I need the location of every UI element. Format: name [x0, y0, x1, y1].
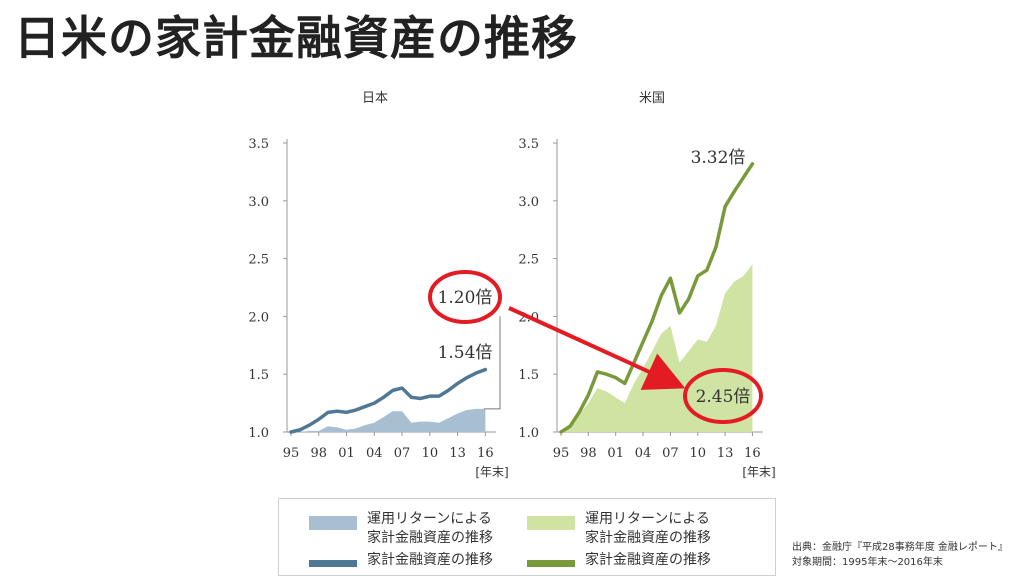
legend: 運用リターンによる 家計金融資産の推移 運用リターンによる 家計金融資産の推移 … — [278, 498, 776, 576]
panel-title: 日本 — [362, 91, 388, 106]
x-tick-label: 98 — [580, 446, 597, 461]
legend-item-jp-area: 運用リターンによる 家計金融資産の推移 — [309, 510, 493, 548]
x-tick-label: 01 — [338, 446, 355, 461]
annotation-us-line: 3.32倍 — [691, 148, 746, 168]
y-tick-label: 3.5 — [248, 137, 269, 152]
y-tick-label: 2.5 — [248, 253, 269, 268]
source-line-2: 対象期間：1995年末～2016年末 — [792, 557, 943, 568]
legend-label: 家計金融資産の推移 — [367, 552, 493, 568]
legend-label: 家計金融資産の推移 — [367, 530, 493, 546]
y-tick-label: 1.0 — [248, 426, 269, 441]
x-unit-label: [年末] — [475, 465, 508, 479]
area-series-us — [561, 264, 753, 432]
y-tick-label: 3.5 — [518, 137, 539, 152]
y-tick-label: 1.5 — [518, 368, 539, 383]
y-tick-label: 3.0 — [248, 195, 269, 210]
legend-swatch-jp-line — [309, 560, 357, 567]
panel-title: 米国 — [639, 91, 665, 106]
x-tick-label: 16 — [744, 446, 761, 461]
x-tick-label: 13 — [717, 446, 734, 461]
x-tick-label: 01 — [607, 446, 624, 461]
annotation-jp-line: 1.54倍 — [438, 343, 493, 363]
y-tick-label: 1.0 — [518, 426, 539, 441]
leader-line — [484, 316, 501, 410]
legend-swatch-us-line — [527, 560, 575, 567]
legend-swatch-jp-area — [309, 516, 357, 530]
highlight-circle-us — [683, 368, 763, 424]
line-series-jp — [289, 367, 488, 434]
source-note: 出典：金融庁『平成28事務年度 金融レポート』 対象期間：1995年末～2016… — [792, 540, 1008, 570]
chart-japan: 日本 1.0 1.5 2.0 2.5 3.0 3.5 95 98 01 04 07 10 13 16 [年末]… — [248, 91, 508, 479]
y-tick-label: 3.0 — [518, 195, 539, 210]
x-tick-label: 16 — [477, 446, 494, 461]
x-tick-label: 04 — [635, 446, 652, 461]
highlight-overlay — [428, 270, 763, 424]
area-series-jp — [291, 408, 486, 432]
x-tick-label: 13 — [449, 446, 466, 461]
legend-swatch-us-area — [527, 516, 575, 530]
legend-label: 運用リターンによる — [367, 511, 492, 527]
legend-label: 家計金融資産の推移 — [585, 552, 711, 568]
annotation-jp-area: 1.20倍 — [438, 288, 493, 308]
y-tick-label: 2.5 — [518, 253, 539, 268]
x-tick-label: 07 — [662, 446, 679, 461]
x-unit-label: [年末] — [742, 465, 775, 479]
legend-label: 家計金融資産の推移 — [585, 530, 711, 546]
x-tick-label: 04 — [366, 446, 383, 461]
annotation-us-area: 2.45倍 — [696, 387, 751, 407]
x-tick-label: 10 — [422, 446, 439, 461]
line-series-us — [559, 162, 755, 434]
x-tick-label: 98 — [310, 446, 327, 461]
legend-item-jp-line: 家計金融資産の推移 — [309, 551, 493, 570]
y-tick-label: 1.5 — [248, 368, 269, 383]
x-tick-label: 95 — [553, 446, 570, 461]
x-tick-label: 10 — [689, 446, 706, 461]
x-tick-label: 95 — [283, 446, 300, 461]
chart-usa: 米国1.01.52.02.53.03.59598010407101316[年末]… — [518, 91, 775, 479]
y-tick-label: 2.0 — [248, 310, 269, 325]
x-tick-label: 07 — [394, 446, 411, 461]
slide-title: 日米の家計金融資産の推移 — [14, 11, 578, 65]
highlight-arrow — [508, 306, 686, 390]
highlight-circle-jp — [428, 270, 502, 324]
source-line-1: 出典：金融庁『平成28事務年度 金融レポート』 — [792, 542, 1008, 553]
legend-label: 運用リターンによる — [585, 511, 710, 527]
legend-item-us-line: 家計金融資産の推移 — [527, 551, 711, 570]
legend-item-us-area: 運用リターンによる 家計金融資産の推移 — [527, 510, 711, 548]
